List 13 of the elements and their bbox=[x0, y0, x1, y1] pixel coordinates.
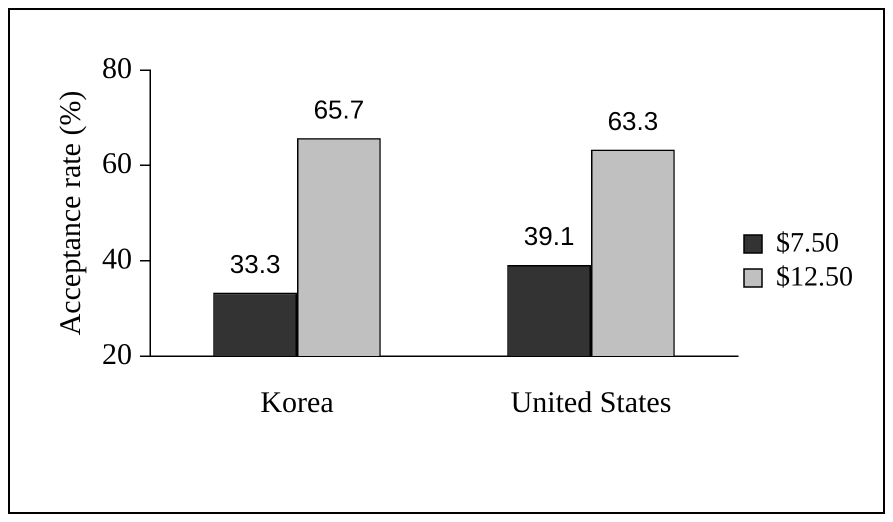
data-label: 63.3 bbox=[608, 106, 658, 136]
y-tick-label: 40 bbox=[102, 242, 132, 276]
legend-label: $7.50 bbox=[776, 227, 839, 258]
y-axis-title: Acceptance rate (%) bbox=[54, 90, 87, 336]
x-tick-label: United States bbox=[510, 386, 672, 419]
data-label: 39.1 bbox=[524, 221, 574, 252]
y-tick-label: 20 bbox=[102, 338, 132, 371]
data-label: 33.3 bbox=[230, 248, 280, 279]
data-label: 65.7 bbox=[314, 94, 364, 124]
y-tick-label: 80 bbox=[102, 52, 132, 85]
legend-label: $12.50 bbox=[776, 261, 853, 292]
y-tick-label: 60 bbox=[102, 147, 132, 180]
x-tick-label: Korea bbox=[260, 386, 334, 419]
